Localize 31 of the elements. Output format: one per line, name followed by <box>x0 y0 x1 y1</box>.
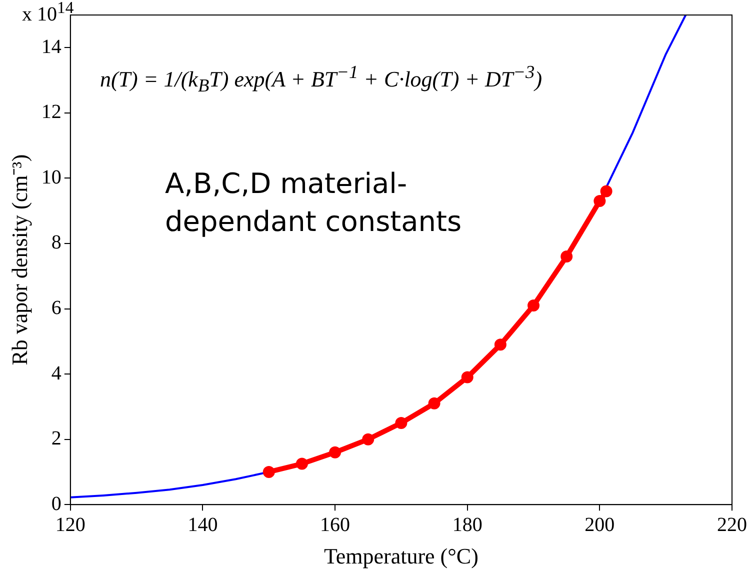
point <box>461 371 474 384</box>
x-tick-label: 200 <box>584 514 615 536</box>
point <box>528 299 540 312</box>
point <box>262 466 275 478</box>
annotation: n(T) = 1/(k$_{B}$T) exp(A + BT$^{−1}$ + C·log(T) + DT$^{−3}$) <box>100 62 542 97</box>
y-tick-label: 2 <box>51 428 62 450</box>
point <box>594 195 606 208</box>
point <box>600 185 612 198</box>
x-tick-label: 120 <box>55 514 86 536</box>
y-tick-label: 8 <box>51 232 62 254</box>
y-tick-label: 10 <box>41 166 62 188</box>
point <box>560 250 573 263</box>
point <box>362 433 374 446</box>
y-axis-title: Rb vapor density (cm⁻³) <box>6 154 32 366</box>
point <box>428 397 440 410</box>
x-axis-title: Temperature (°C) <box>324 544 478 569</box>
point <box>296 458 308 470</box>
x-tick-label: 140 <box>188 514 218 536</box>
y-tick-label: 6 <box>51 297 62 320</box>
point <box>329 446 342 458</box>
x-tick-label: 220 <box>717 514 747 536</box>
point <box>395 417 408 429</box>
point <box>494 338 506 351</box>
y-tick-label: 0 <box>51 492 62 515</box>
x-tick-label: 180 <box>452 514 482 536</box>
y-tick-label: 14 <box>41 36 62 58</box>
annotation: x 10$^{14}$ <box>22 0 74 27</box>
x-tick-label: 160 <box>320 514 350 536</box>
y-tick-label: 4 <box>51 362 62 384</box>
y-tick-label: 12 <box>41 101 62 124</box>
annotation: A,B,C,D material-dependant constants <box>165 166 463 240</box>
